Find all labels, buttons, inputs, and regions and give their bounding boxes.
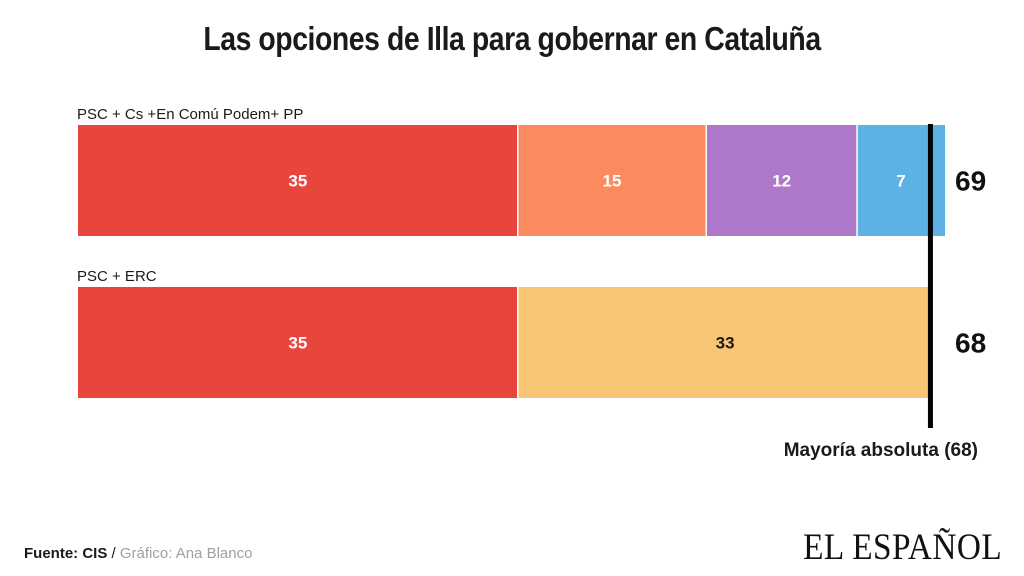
el-espanol-logo: EL ESPAÑOL xyxy=(802,527,1002,568)
row-total: 69 xyxy=(955,166,986,197)
row-label: PSC + Cs +En Comú Podem+ PP xyxy=(77,106,303,123)
data-label: 35 xyxy=(288,172,307,191)
bar-segment xyxy=(517,125,707,236)
majority-threshold-label: Mayoría absoluta (68) xyxy=(784,440,978,461)
source-label: Fuente: CIS xyxy=(24,545,108,562)
graphic-credit: Gráfico: Ana Blanco xyxy=(119,545,253,562)
data-label: 7 xyxy=(896,172,905,191)
row-total: 68 xyxy=(955,328,986,359)
data-label: 15 xyxy=(603,172,622,191)
bar-segment xyxy=(517,287,933,398)
bar-segment xyxy=(706,125,858,236)
data-label: 33 xyxy=(716,334,735,353)
row-label: PSC + ERC xyxy=(77,268,157,285)
bar-segment xyxy=(78,287,518,398)
data-label: 12 xyxy=(772,172,791,191)
source-separator: / xyxy=(107,545,120,562)
chart-title: Las opciones de Illa para gobernar en Ca… xyxy=(203,20,821,57)
source-note: Fuente: CIS / Gráfico: Ana Blanco xyxy=(24,545,252,562)
bar-segment xyxy=(78,125,518,236)
data-label: 35 xyxy=(288,334,307,353)
